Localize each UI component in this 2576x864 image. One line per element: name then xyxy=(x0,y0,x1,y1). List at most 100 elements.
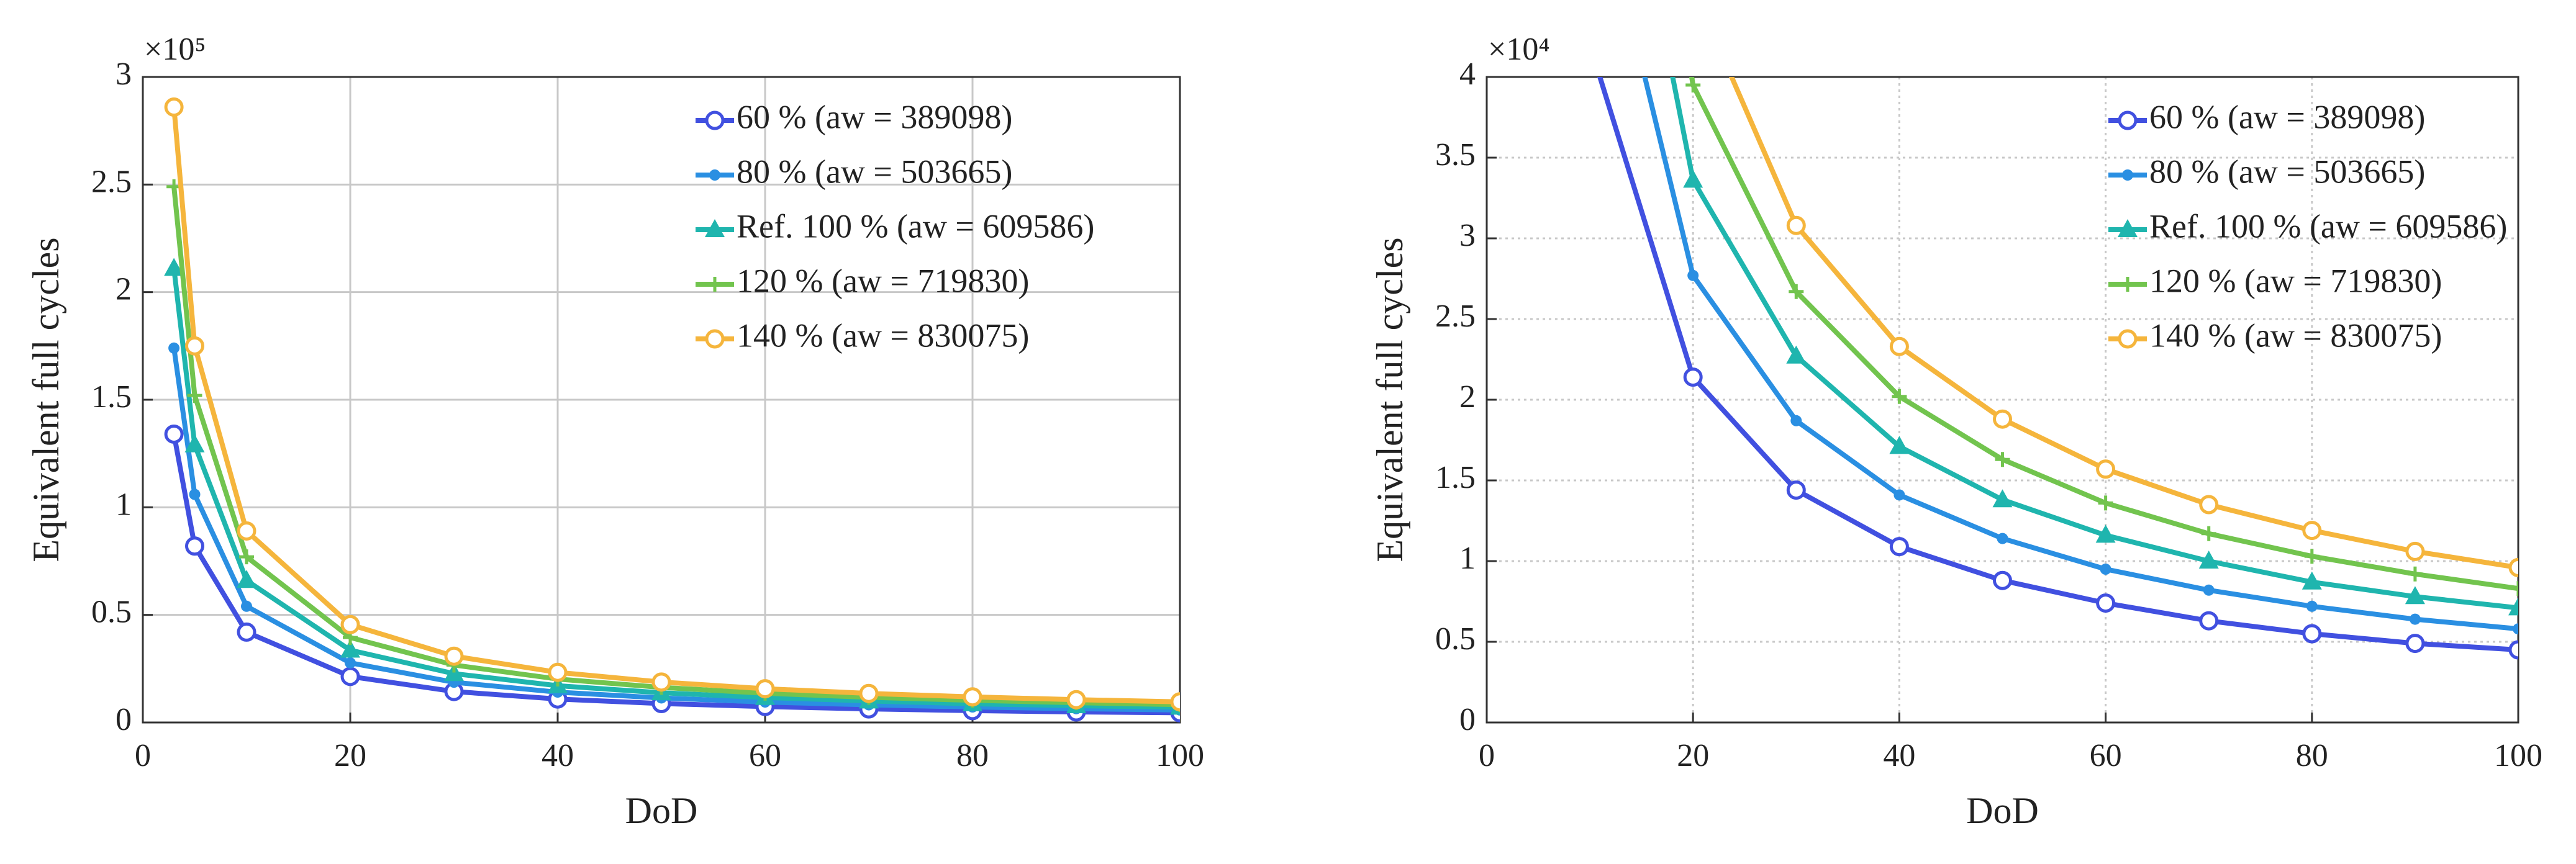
legend-marker xyxy=(2120,277,2135,292)
plot-area xyxy=(1582,37,2518,660)
marker xyxy=(1993,409,2012,429)
legend-marker xyxy=(705,219,725,237)
marker xyxy=(2203,584,2215,596)
marker xyxy=(2513,623,2518,635)
marker xyxy=(1889,336,1909,356)
legend-marker xyxy=(2118,110,2138,130)
marker xyxy=(859,683,879,703)
marker xyxy=(2508,557,2518,577)
legend-marker xyxy=(2122,169,2133,181)
series-line xyxy=(1689,77,2518,592)
marker xyxy=(164,258,184,276)
marker xyxy=(1786,345,1807,364)
series-line xyxy=(1642,77,2518,632)
axes-box xyxy=(1485,76,2519,724)
y-exponent: ×10⁵ xyxy=(144,32,206,67)
y-exponent: ×10⁴ xyxy=(1488,32,1549,67)
series-line xyxy=(171,268,1180,710)
marker xyxy=(2405,586,2425,605)
marker xyxy=(340,614,360,634)
marker xyxy=(2302,521,2322,541)
legend-label: 140 % (aw = 830075) xyxy=(2149,317,2442,354)
marker xyxy=(1893,489,1905,501)
marker xyxy=(2095,524,2116,543)
y-tick-label: 2.5 xyxy=(91,164,132,199)
y-tick-label: 1.5 xyxy=(1435,460,1476,495)
marker xyxy=(340,639,360,658)
marker xyxy=(164,424,184,444)
legend-marker xyxy=(2118,219,2138,237)
series-line xyxy=(171,433,1180,716)
marker xyxy=(2409,613,2421,625)
series-line xyxy=(1597,77,2518,652)
marker xyxy=(1582,37,1598,53)
x-tick-label: 0 xyxy=(135,738,151,773)
marker xyxy=(1170,692,1180,712)
x-axis-label: DoD xyxy=(625,790,698,831)
y-tick-label: 3 xyxy=(1459,218,1476,253)
marker xyxy=(2096,593,2116,613)
marker xyxy=(241,600,252,612)
legend-label: 120 % (aw = 719830) xyxy=(2149,262,2442,299)
x-tick-label: 80 xyxy=(2296,738,2328,773)
series-line xyxy=(1670,77,2518,611)
x-tick-label: 60 xyxy=(2090,738,2122,773)
x-tick-label: 20 xyxy=(334,738,366,773)
marker xyxy=(2098,495,2113,511)
marker xyxy=(2407,566,2423,582)
marker xyxy=(237,570,256,588)
series-line xyxy=(171,348,1180,713)
legend-label: 80 % (aw = 503665) xyxy=(2149,153,2425,190)
legend-marker xyxy=(2118,329,2138,349)
marker xyxy=(1992,489,2013,508)
x-tick-label: 0 xyxy=(1479,738,1495,773)
y-tick-label: 1 xyxy=(116,487,132,522)
marker xyxy=(185,336,204,356)
x-tick-label: 80 xyxy=(956,738,989,773)
marker xyxy=(2302,624,2322,644)
marker xyxy=(1683,169,1703,188)
marker xyxy=(1993,570,2012,590)
marker xyxy=(1995,452,2010,467)
y-tick-label: 1.5 xyxy=(91,379,132,415)
legend-label: 60 % (aw = 389098) xyxy=(2149,98,2425,135)
plot-area xyxy=(164,97,1180,722)
marker xyxy=(187,388,202,403)
legend-label: 140 % (aw = 830075) xyxy=(737,317,1029,354)
y-tick-label: 4 xyxy=(1459,56,1476,92)
marker xyxy=(963,687,982,707)
marker xyxy=(2096,459,2116,479)
y-tick-label: 2 xyxy=(1459,379,1476,415)
marker xyxy=(1889,537,1909,557)
legend-label: 60 % (aw = 389098) xyxy=(737,98,1012,135)
y-tick-label: 3.5 xyxy=(1435,137,1476,173)
marker xyxy=(1786,480,1806,500)
marker xyxy=(2198,551,2219,569)
series-line xyxy=(1728,77,2518,570)
marker xyxy=(1789,284,1804,299)
marker xyxy=(1892,389,1907,404)
marker xyxy=(2304,549,2320,564)
marker xyxy=(345,657,356,668)
marker xyxy=(2306,600,2318,612)
legend-label: Ref. 100 % (aw = 609586) xyxy=(2149,207,2507,245)
x-tick-label: 20 xyxy=(1677,738,1709,773)
marker xyxy=(2508,597,2518,616)
legend-label: Ref. 100 % (aw = 609586) xyxy=(737,207,1094,245)
y-axis-label: Equivalent full cycles xyxy=(25,237,66,562)
x-tick-label: 100 xyxy=(1156,738,1204,773)
marker xyxy=(1997,533,2008,544)
y-tick-label: 0 xyxy=(116,702,132,737)
marker xyxy=(1786,215,1806,235)
y-axis-label: Equivalent full cycles xyxy=(1369,237,1410,562)
marker xyxy=(164,97,184,117)
marker xyxy=(2199,611,2219,631)
marker xyxy=(184,434,205,452)
y-tick-label: 2 xyxy=(116,272,132,307)
marker xyxy=(237,622,256,642)
marker xyxy=(189,488,201,500)
legend-label: 120 % (aw = 719830) xyxy=(737,262,1029,299)
x-tick-label: 40 xyxy=(542,738,574,773)
y-tick-label: 3 xyxy=(116,56,132,92)
marker xyxy=(1687,269,1699,281)
